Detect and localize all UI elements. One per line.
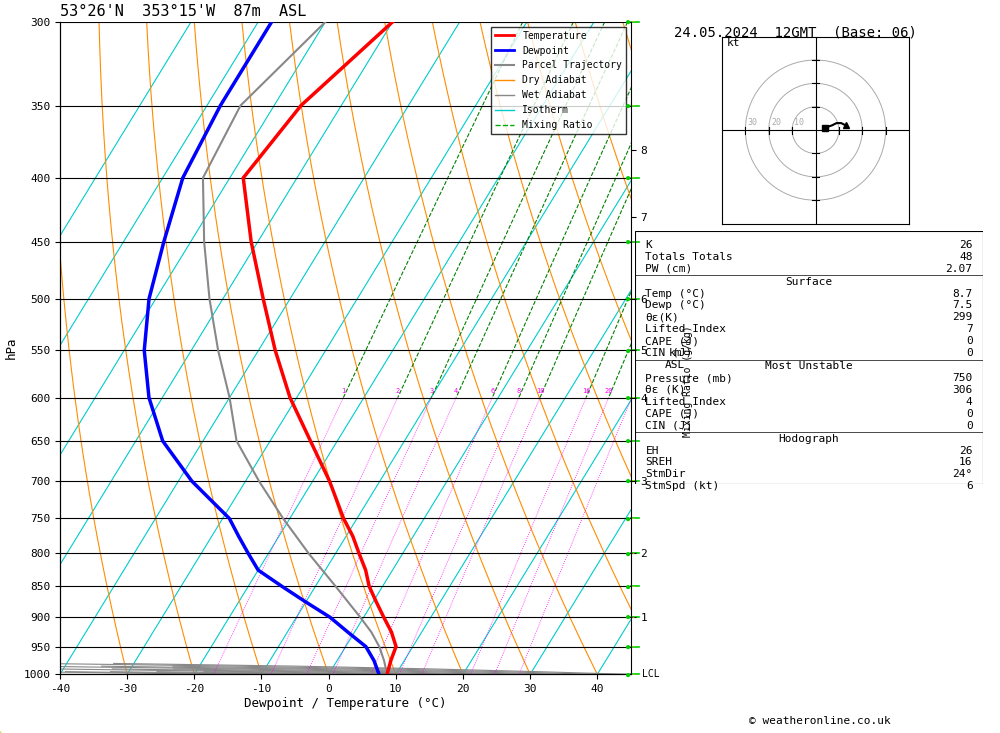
Text: 6: 6 <box>966 482 973 491</box>
Text: 7: 7 <box>966 324 973 334</box>
Text: 7.5: 7.5 <box>952 301 973 311</box>
Text: θε(K): θε(K) <box>645 312 679 323</box>
Text: PW (cm): PW (cm) <box>645 264 693 273</box>
Text: 10: 10 <box>794 119 804 128</box>
Text: 26: 26 <box>959 446 973 456</box>
Text: ●: ● <box>626 239 630 245</box>
Text: -: - <box>631 18 636 26</box>
Y-axis label: hPa: hPa <box>5 337 18 359</box>
Text: -: - <box>631 549 636 558</box>
Text: CIN (J): CIN (J) <box>645 421 693 430</box>
Text: 8.7: 8.7 <box>952 289 973 298</box>
Text: -: - <box>631 514 636 523</box>
Text: ●: ● <box>626 394 630 400</box>
Text: Lifted Index: Lifted Index <box>645 397 726 407</box>
Text: 6: 6 <box>490 388 494 394</box>
Text: θε (K): θε (K) <box>645 385 686 395</box>
Text: 299: 299 <box>952 312 973 323</box>
Text: -: - <box>631 174 636 183</box>
Text: Hodograph: Hodograph <box>779 434 839 443</box>
Text: ●: ● <box>626 515 630 521</box>
Text: Surface: Surface <box>785 276 833 287</box>
Text: 48: 48 <box>959 251 973 262</box>
Text: 16: 16 <box>582 388 590 394</box>
Text: Totals Totals: Totals Totals <box>645 251 733 262</box>
Text: © weatheronline.co.uk: © weatheronline.co.uk <box>749 715 891 726</box>
Text: 2.07: 2.07 <box>946 264 973 273</box>
Text: ●: ● <box>626 438 630 444</box>
Text: CAPE (J): CAPE (J) <box>645 409 699 419</box>
Text: 0: 0 <box>966 409 973 419</box>
Text: -: - <box>631 476 636 485</box>
Text: 53°26'N  353°15'W  87m  ASL: 53°26'N 353°15'W 87m ASL <box>60 4 306 20</box>
Text: EH: EH <box>645 446 659 456</box>
Text: -: - <box>631 393 636 402</box>
Text: 8: 8 <box>517 388 521 394</box>
Text: Temp (°C): Temp (°C) <box>645 289 706 298</box>
Text: -: - <box>631 642 636 651</box>
Text: 16: 16 <box>959 457 973 468</box>
Text: ●: ● <box>626 478 630 484</box>
Text: 1: 1 <box>341 388 345 394</box>
Text: 306: 306 <box>952 385 973 395</box>
Y-axis label: km
ASL: km ASL <box>665 348 685 369</box>
Text: 750: 750 <box>952 373 973 383</box>
Text: ●: ● <box>626 175 630 181</box>
Text: 30: 30 <box>748 119 758 128</box>
Text: kt: kt <box>727 38 740 48</box>
Text: Lifted Index: Lifted Index <box>645 324 726 334</box>
Text: 0: 0 <box>966 336 973 346</box>
Text: 4: 4 <box>454 388 458 394</box>
Text: 20: 20 <box>604 388 613 394</box>
Text: ●: ● <box>626 583 630 589</box>
Text: ●: ● <box>626 671 630 677</box>
X-axis label: Dewpoint / Temperature (°C): Dewpoint / Temperature (°C) <box>244 697 447 710</box>
Text: ●: ● <box>626 296 630 302</box>
Legend: Temperature, Dewpoint, Parcel Trajectory, Dry Adiabat, Wet Adiabat, Isotherm, Mi: Temperature, Dewpoint, Parcel Trajectory… <box>491 27 626 134</box>
Text: -: - <box>631 101 636 110</box>
Text: CIN (J): CIN (J) <box>645 348 693 358</box>
Text: -: - <box>631 670 636 679</box>
Text: ●: ● <box>626 644 630 649</box>
Text: 24°: 24° <box>952 469 973 479</box>
Text: 4: 4 <box>966 397 973 407</box>
Text: StmSpd (kt): StmSpd (kt) <box>645 482 720 491</box>
Text: 0: 0 <box>966 348 973 358</box>
Text: ●: ● <box>626 550 630 556</box>
Text: LCL: LCL <box>642 669 660 679</box>
Text: ●: ● <box>626 19 630 25</box>
Text: ●: ● <box>626 614 630 620</box>
Text: Pressure (mb): Pressure (mb) <box>645 373 733 383</box>
Text: 10: 10 <box>536 388 544 394</box>
Text: Mixing Ratio (g/kg): Mixing Ratio (g/kg) <box>683 325 693 437</box>
Text: K: K <box>645 240 652 250</box>
Text: -: - <box>631 613 636 622</box>
Text: 24.05.2024  12GMT  (Base: 06): 24.05.2024 12GMT (Base: 06) <box>674 26 916 40</box>
Text: CAPE (J): CAPE (J) <box>645 336 699 346</box>
Text: 20: 20 <box>771 119 781 128</box>
Text: ●: ● <box>626 103 630 108</box>
Text: 3: 3 <box>429 388 434 394</box>
Text: 0: 0 <box>966 421 973 430</box>
Text: -: - <box>631 294 636 303</box>
Text: Dewp (°C): Dewp (°C) <box>645 301 706 311</box>
Text: SREH: SREH <box>645 457 672 468</box>
Text: 2: 2 <box>396 388 400 394</box>
Text: Most Unstable: Most Unstable <box>765 361 853 371</box>
Text: StmDir: StmDir <box>645 469 686 479</box>
Text: -: - <box>631 582 636 591</box>
Text: 26: 26 <box>959 240 973 250</box>
Text: ●: ● <box>626 347 630 353</box>
